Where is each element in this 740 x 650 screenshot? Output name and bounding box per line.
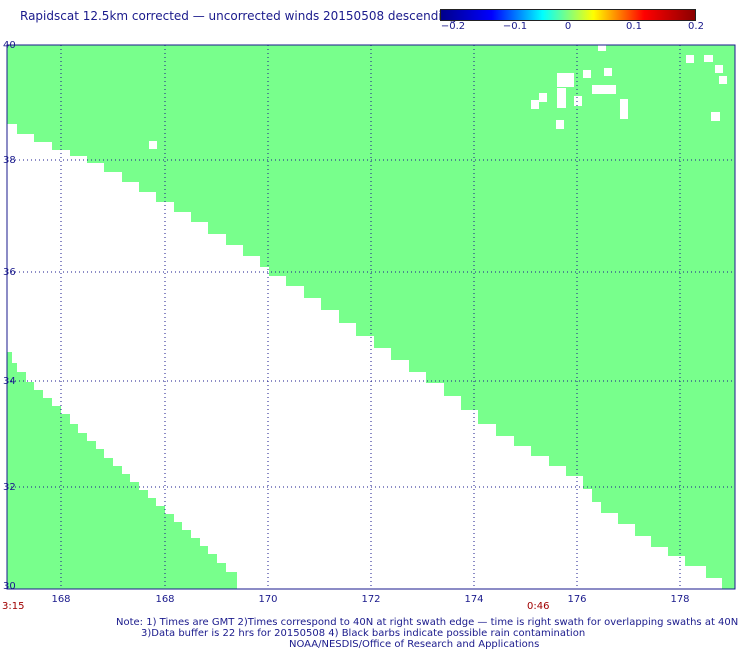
data-gap	[604, 68, 612, 76]
longitude-tick-label: 170	[258, 594, 277, 605]
map-frame	[6, 44, 736, 590]
data-gap	[711, 112, 720, 121]
latitude-tick-label: 40	[3, 40, 16, 51]
colorbar-tick-label: −0.1	[502, 21, 528, 32]
data-gap	[557, 73, 574, 87]
footnote-line-2: 3)Data buffer is 22 hrs for 20150508 4) …	[141, 628, 586, 639]
longitude-tick-label: 168	[155, 594, 174, 605]
data-gap	[149, 141, 157, 149]
longitude-tick-label: 168	[51, 594, 70, 605]
chart-title: Rapidscat 12.5km corrected — uncorrected…	[20, 9, 457, 23]
footnote-line-1: Note: 1) Times are GMT 2)Times correspon…	[116, 617, 739, 628]
data-gap	[531, 100, 539, 109]
latitude-tick-label: 38	[3, 155, 16, 166]
data-gap	[704, 55, 713, 62]
data-gap	[592, 85, 616, 94]
data-gap	[583, 70, 591, 78]
latitude-tick-label: 36	[3, 267, 16, 278]
colorbar	[440, 9, 696, 21]
longitude-tick-label: 174	[464, 594, 483, 605]
longitude-tick-label: 172	[361, 594, 380, 605]
longitude-tick-label: 178	[670, 594, 689, 605]
data-gap	[556, 120, 564, 129]
lower-swath-coverage	[7, 352, 237, 589]
data-gap	[715, 65, 723, 73]
longitude-tick-label: 176	[567, 594, 586, 605]
colorbar-tick-label: 0.2	[688, 21, 704, 32]
latitude-tick-label: 30	[3, 581, 16, 592]
data-gap	[719, 76, 727, 84]
footnote-line-3: NOAA/NESDIS/Office of Research and Appli…	[289, 639, 540, 650]
data-gap	[686, 55, 694, 63]
latitude-tick-label: 32	[3, 482, 16, 493]
data-gap	[598, 45, 606, 51]
data-gap	[539, 93, 547, 102]
data-gap	[620, 99, 628, 119]
right-swath-time: 0:46	[527, 601, 550, 612]
colorbar-tick-label: −0.2	[440, 21, 466, 32]
colorbar-tick-label: 0.1	[626, 21, 642, 32]
latitude-tick-label: 34	[3, 376, 16, 387]
data-gap	[557, 88, 566, 108]
left-swath-time: 3:15	[2, 601, 25, 612]
colorbar-tick-label: 0	[564, 21, 572, 32]
data-gap	[574, 96, 582, 106]
